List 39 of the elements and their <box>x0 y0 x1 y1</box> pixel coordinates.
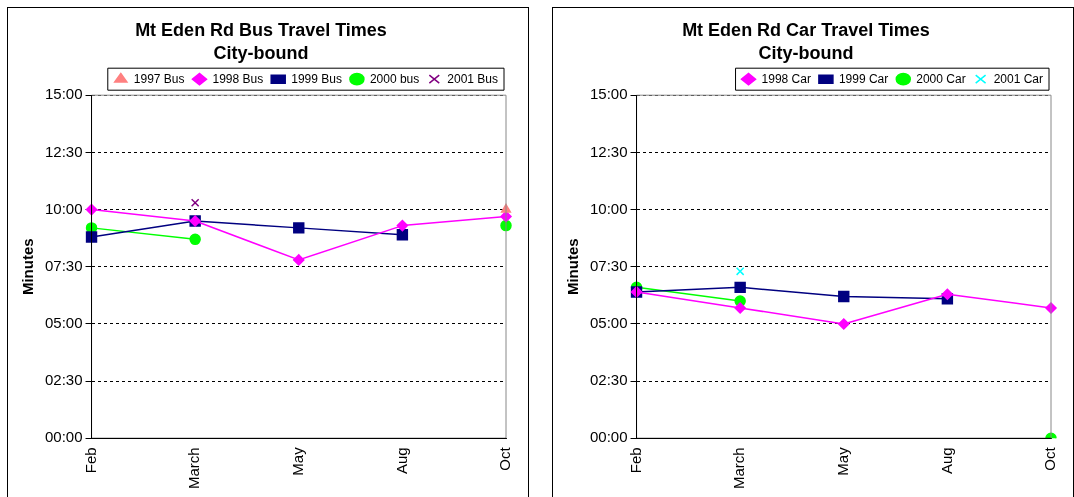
legend-label: 2000 Car <box>916 71 966 86</box>
legend-label: 1999 Car <box>838 71 889 86</box>
legend-label: 1998 Car <box>761 71 811 86</box>
legend-label: 2000 bus <box>369 71 420 86</box>
x-tick-label: May <box>833 446 851 476</box>
y-tick-label: 15:00 <box>44 85 83 103</box>
x-tick-label: May <box>288 446 306 476</box>
legend-label: 1997 Bus <box>133 71 185 86</box>
y-tick-label: 05:00 <box>589 314 628 332</box>
legend-label: 2001 Car <box>993 71 1044 86</box>
y-tick-label: 00:00 <box>589 428 628 446</box>
y-tick-label: 00:00 <box>44 428 83 446</box>
x-tick-label: March <box>730 447 748 490</box>
legend-label: 1999 Bus <box>291 71 342 86</box>
y-tick-label: 02:30 <box>589 371 628 389</box>
x-tick-label: Feb <box>81 447 99 474</box>
y-tick-label: 07:30 <box>44 256 83 274</box>
y-tick-label: 07:30 <box>589 256 628 274</box>
y-tick-label: 02:30 <box>44 371 83 389</box>
y-tick-label: 10:00 <box>589 199 628 217</box>
chart-subtitle: City-bound <box>758 43 854 64</box>
x-tick-label: Aug <box>392 447 410 475</box>
chart-title: Mt Eden Rd Car Travel Times <box>682 19 930 40</box>
y-tick-label: 10:00 <box>44 199 83 217</box>
x-tick-label: March <box>185 447 203 490</box>
y-axis-title: Minutes <box>564 238 582 296</box>
y-tick-label: 15:00 <box>589 85 628 103</box>
x-tick-label: Aug <box>937 447 955 475</box>
x-tick-label: Oct <box>496 446 514 471</box>
y-tick-label: 12:30 <box>589 142 628 160</box>
y-tick-label: 05:00 <box>44 314 83 332</box>
x-tick-label: Feb <box>626 447 644 474</box>
chart-title: Mt Eden Rd Bus Travel Times <box>135 19 387 40</box>
legend-label: 2001 Bus <box>447 71 499 86</box>
y-axis-title: Minutes <box>19 238 37 296</box>
y-tick-label: 12:30 <box>44 142 83 160</box>
legend-label: 1998 Bus <box>212 71 264 86</box>
chart-subtitle: City-bound <box>213 43 309 64</box>
x-tick-label: Oct <box>1041 446 1059 471</box>
